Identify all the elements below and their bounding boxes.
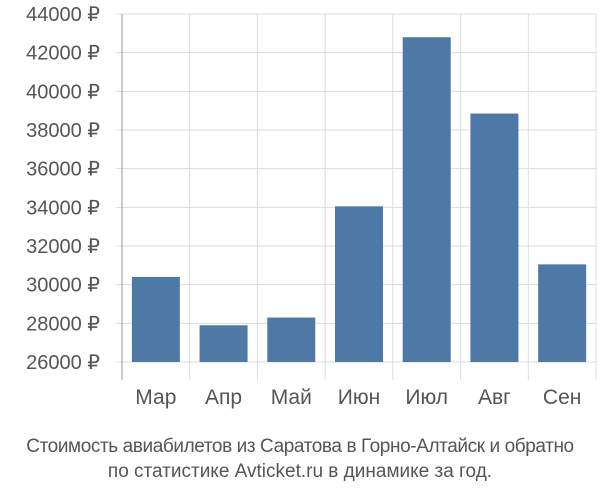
bar-6 — [470, 113, 519, 362]
y-tick-label: 32000 ₽ — [26, 236, 100, 258]
bar-4 — [335, 206, 383, 362]
chart-caption-line-2: по статистике Avticket.ru в динамике за … — [107, 461, 493, 482]
y-tick-label: 34000 ₽ — [26, 197, 100, 219]
x-tick-label: Авг — [478, 386, 511, 409]
x-tick-label: Сен — [543, 386, 581, 409]
y-tick-label: 44000 ₽ — [26, 4, 100, 26]
x-tick-label: Июл — [405, 386, 448, 409]
x-tick-label: Май — [271, 386, 312, 409]
y-tick-label: 38000 ₽ — [26, 120, 100, 142]
bar-3 — [267, 317, 316, 362]
bar-chart: 26000 ₽ 28000 ₽ 30000 ₽ 32000 ₽ 34000 ₽ 36000… — [26, 4, 597, 409]
x-tick-label: Мар — [135, 386, 176, 409]
x-tick-label: Апр — [205, 386, 242, 409]
y-tick-label: 30000 ₽ — [26, 275, 100, 297]
bar-7 — [538, 264, 587, 362]
bar-2 — [199, 325, 248, 362]
bar-5 — [402, 37, 451, 362]
y-tick-label: 36000 ₽ — [26, 159, 100, 181]
bar-1 — [131, 276, 180, 362]
y-tick-label: 40000 ₽ — [26, 81, 100, 103]
x-tick-label: Июн — [338, 386, 380, 409]
chart-caption-line-1: Стоимость авиабилетов из Саратова в Горн… — [26, 436, 574, 457]
y-tick-label: 26000 ₽ — [26, 352, 100, 374]
y-tick-label: 28000 ₽ — [26, 313, 100, 335]
y-tick-label: 42000 ₽ — [26, 43, 100, 65]
